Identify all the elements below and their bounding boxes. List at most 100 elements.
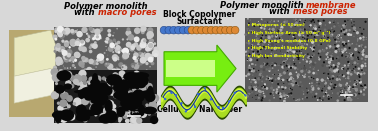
Circle shape (269, 46, 272, 49)
Circle shape (149, 32, 153, 35)
Circle shape (81, 71, 86, 76)
Circle shape (334, 20, 338, 24)
Circle shape (117, 41, 120, 44)
Circle shape (334, 44, 336, 45)
Circle shape (111, 93, 114, 96)
Circle shape (293, 50, 296, 54)
Circle shape (278, 70, 279, 71)
Circle shape (68, 46, 71, 48)
Circle shape (361, 69, 363, 71)
Ellipse shape (105, 100, 113, 113)
Ellipse shape (57, 86, 66, 92)
Circle shape (68, 30, 71, 34)
Circle shape (280, 26, 284, 29)
Circle shape (92, 37, 95, 40)
Circle shape (81, 65, 85, 68)
Circle shape (307, 92, 308, 94)
Circle shape (259, 75, 262, 78)
Circle shape (347, 76, 349, 78)
Circle shape (333, 37, 334, 38)
Circle shape (99, 27, 103, 31)
Circle shape (138, 81, 144, 87)
Circle shape (353, 61, 356, 64)
Circle shape (277, 86, 280, 88)
Circle shape (353, 21, 355, 23)
Circle shape (282, 45, 283, 47)
Circle shape (327, 56, 329, 58)
Circle shape (290, 56, 291, 57)
Circle shape (128, 90, 133, 96)
Circle shape (88, 77, 94, 82)
Circle shape (106, 78, 111, 83)
Circle shape (88, 90, 93, 95)
Circle shape (83, 81, 87, 85)
Ellipse shape (116, 106, 125, 117)
Circle shape (104, 40, 107, 43)
Circle shape (312, 62, 315, 66)
Circle shape (337, 37, 338, 39)
Circle shape (83, 118, 86, 121)
Circle shape (265, 68, 268, 71)
Circle shape (311, 47, 314, 50)
Circle shape (310, 90, 311, 91)
Circle shape (55, 46, 60, 51)
Ellipse shape (54, 112, 62, 124)
Circle shape (283, 62, 285, 64)
Circle shape (338, 34, 340, 36)
Circle shape (262, 27, 264, 29)
Circle shape (257, 50, 260, 53)
Circle shape (355, 69, 358, 72)
Text: ▸ High Surface Area (≥ 50 m² g⁻¹): ▸ High Surface Area (≥ 50 m² g⁻¹) (248, 31, 330, 35)
Circle shape (333, 25, 336, 28)
Circle shape (342, 41, 345, 45)
Circle shape (292, 83, 293, 84)
Circle shape (350, 53, 353, 56)
Circle shape (271, 50, 273, 51)
Circle shape (116, 67, 118, 70)
Circle shape (297, 24, 300, 27)
Circle shape (90, 34, 96, 40)
Circle shape (259, 73, 262, 76)
Circle shape (147, 35, 152, 40)
Circle shape (362, 50, 364, 52)
Circle shape (364, 21, 367, 23)
Circle shape (108, 90, 114, 96)
Circle shape (268, 70, 271, 72)
Circle shape (349, 62, 350, 64)
Circle shape (303, 68, 305, 70)
Circle shape (99, 113, 107, 120)
Circle shape (288, 62, 291, 65)
Circle shape (80, 83, 85, 88)
Circle shape (336, 61, 337, 62)
Circle shape (126, 81, 129, 84)
Circle shape (280, 24, 282, 25)
Ellipse shape (134, 75, 147, 80)
Circle shape (288, 79, 289, 81)
Circle shape (351, 43, 353, 45)
Circle shape (118, 120, 121, 123)
Circle shape (307, 29, 308, 30)
Circle shape (283, 94, 285, 97)
Circle shape (362, 47, 363, 48)
Circle shape (222, 107, 224, 109)
Circle shape (141, 38, 146, 43)
Circle shape (245, 33, 247, 36)
Circle shape (347, 64, 349, 67)
Circle shape (259, 25, 261, 27)
Circle shape (304, 73, 306, 75)
Circle shape (345, 56, 347, 57)
Circle shape (248, 42, 250, 45)
Circle shape (88, 81, 93, 85)
Circle shape (165, 26, 173, 34)
Circle shape (217, 26, 225, 34)
Circle shape (67, 104, 71, 108)
Circle shape (248, 69, 251, 71)
Circle shape (246, 95, 248, 97)
Circle shape (112, 72, 119, 79)
Circle shape (59, 115, 62, 119)
Circle shape (289, 78, 292, 81)
Circle shape (194, 106, 196, 108)
Circle shape (318, 58, 321, 61)
Circle shape (109, 111, 114, 116)
Circle shape (306, 19, 309, 22)
